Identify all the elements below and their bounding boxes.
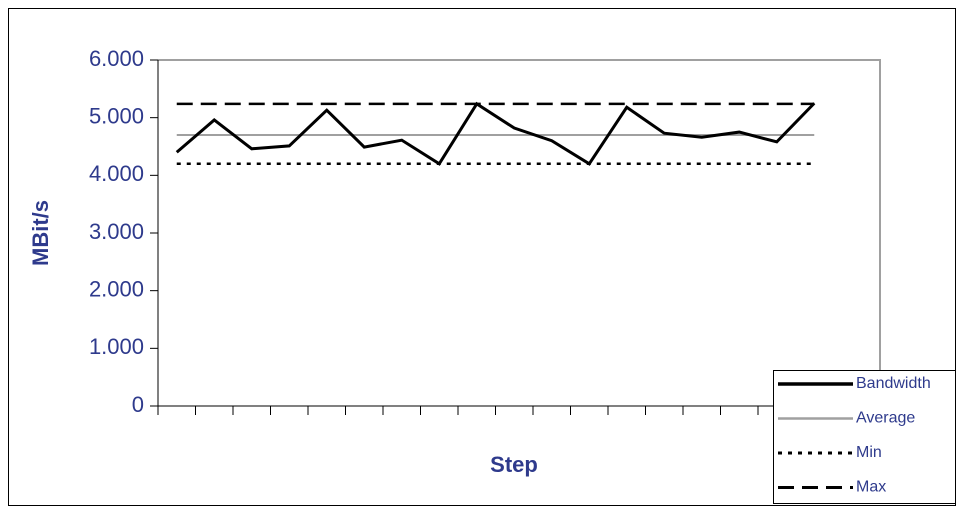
series-line	[175, 101, 816, 166]
legend-label: Bandwidth	[856, 375, 931, 392]
legend-label: Average	[856, 410, 915, 427]
y-tick-label: 5.000	[89, 103, 144, 128]
y-tick-label: 1.000	[89, 334, 144, 359]
plot-border	[158, 59, 881, 406]
y-tick-label: 2.000	[89, 276, 144, 301]
legend-box	[773, 370, 956, 504]
x-axis-label: Step	[490, 452, 538, 477]
legend-label: Min	[856, 444, 882, 461]
y-tick-label: 6.000	[89, 46, 144, 71]
y-axis-label: MBit/s	[28, 200, 53, 266]
y-tick-label: 0	[132, 392, 144, 417]
y-tick-label: 3.000	[89, 219, 144, 244]
y-tick-label: 4.000	[89, 161, 144, 186]
chart-frame	[8, 8, 956, 506]
legend-label: Max	[856, 479, 886, 496]
